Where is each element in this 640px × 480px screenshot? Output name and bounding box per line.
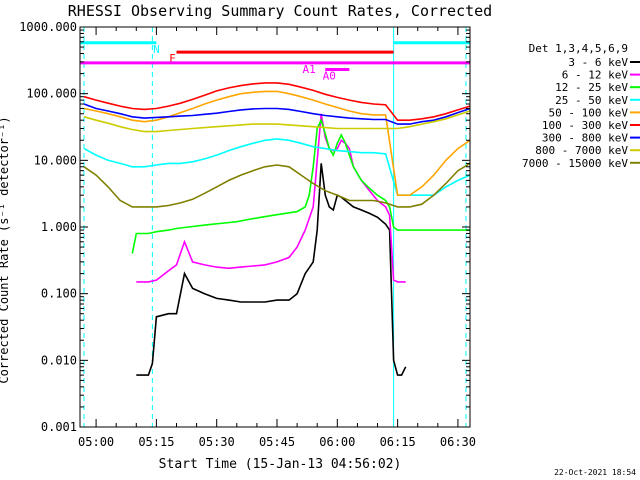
state-bar-label-f: F xyxy=(169,52,176,65)
legend-label-5: 50 - 100 keV xyxy=(549,106,629,119)
legend-label-2: 6 - 12 keV xyxy=(562,69,629,82)
x-tick-label-2: 05:15 xyxy=(138,435,174,449)
y-tick-label-1: 1000.000 xyxy=(19,20,77,34)
series-line-9 xyxy=(83,162,471,208)
series-line-3 xyxy=(131,117,470,254)
series-line-6 xyxy=(83,82,471,121)
y-tick-label-2: 100.000 xyxy=(26,87,77,101)
legend-label-1: 3 - 6 keV xyxy=(568,56,628,69)
y-tick-label-7: 0.001 xyxy=(41,420,77,434)
x-tick-label-1: 05:00 xyxy=(78,435,114,449)
state-bar-label-n: N xyxy=(153,43,160,56)
y-tick-label-6: 0.010 xyxy=(41,353,77,367)
legend-label-8: 800 - 7000 keV xyxy=(535,144,628,157)
x-tick-label-4: 05:45 xyxy=(259,435,295,449)
x-axis-label: Start Time (15-Jan-13 04:56:02) xyxy=(159,457,402,472)
legend-label-3: 12 - 25 keV xyxy=(555,81,628,94)
chart-title: RHESSI Observing Summary Count Rates, Co… xyxy=(68,2,492,20)
legend-label-6: 100 - 300 keV xyxy=(542,119,628,132)
x-tick-label-7: 06:30 xyxy=(440,435,476,449)
legend-label-7: 300 - 800 keV xyxy=(542,132,628,145)
series-line-4 xyxy=(83,138,471,196)
x-tick-label-3: 05:30 xyxy=(199,435,235,449)
plot-area: NF A1 A0 xyxy=(80,27,471,427)
series-line-1 xyxy=(136,163,407,376)
axis-ticks: 1000.000 100.000 10.000 1.000 0.100 0.010 0.00… xyxy=(19,20,476,449)
series-line-7 xyxy=(83,103,471,125)
series-line-8 xyxy=(83,110,471,133)
footer-timestamp: 22-Oct-2021 18:54 xyxy=(554,468,636,477)
x-tick-label-5: 06:00 xyxy=(319,435,355,449)
state-bar-label-a0: A0 xyxy=(323,70,336,83)
legend-label-9: 7000 - 15000 keV xyxy=(522,157,628,170)
legend-label-4: 25 - 50 keV xyxy=(555,94,628,107)
x-tick-label-6: 06:15 xyxy=(380,435,416,449)
y-axis-label: Corrected Count Rate (s⁻¹ detector⁻¹) xyxy=(0,116,11,383)
legend-title: Det 1,3,4,5,6,9 xyxy=(529,42,628,55)
plot-frame xyxy=(79,26,471,428)
y-tick-label-4: 1.000 xyxy=(41,220,77,234)
y-tick-label-5: 0.100 xyxy=(41,287,77,301)
y-tick-label-3: 10.000 xyxy=(34,153,77,167)
series-line-5 xyxy=(83,90,471,196)
state-bar-label-a1: A1 xyxy=(303,63,316,76)
